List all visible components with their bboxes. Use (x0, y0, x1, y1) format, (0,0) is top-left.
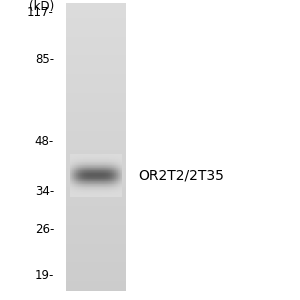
Text: OR2T2/2T35: OR2T2/2T35 (138, 168, 224, 182)
Text: 85-: 85- (35, 52, 54, 66)
Text: 26-: 26- (34, 224, 54, 236)
Text: 34-: 34- (35, 185, 54, 198)
Text: 48-: 48- (35, 135, 54, 148)
Text: 117-: 117- (27, 7, 54, 20)
Text: (kD): (kD) (29, 0, 54, 14)
Text: 19-: 19- (34, 269, 54, 282)
